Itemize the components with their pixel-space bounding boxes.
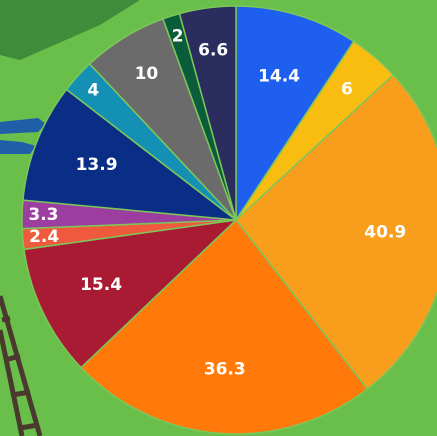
data-label: 6 bbox=[341, 80, 353, 100]
ladder-rung bbox=[20, 425, 38, 428]
chart: 14.4 6 40.9 36.3 15.4 2.43.3 13.9 4 10 2 6.6 bbox=[0, 0, 437, 436]
data-label: 40.9 bbox=[364, 222, 406, 242]
data-label: 2.4 bbox=[29, 227, 59, 247]
ladder-rung bbox=[12, 392, 30, 395]
ladder-rung bbox=[2, 318, 10, 320]
data-label: 6.6 bbox=[198, 40, 228, 60]
data-label: 2 bbox=[172, 26, 184, 46]
data-label: 14.4 bbox=[258, 67, 300, 87]
data-label: 3.3 bbox=[28, 205, 58, 225]
data-label: 36.3 bbox=[204, 359, 246, 379]
data-label: 13.9 bbox=[76, 155, 118, 175]
data-label: 10 bbox=[135, 64, 159, 84]
page: 14.4640.936.315.42.43.313.941026.6 (() =… bbox=[0, 0, 437, 436]
data-label: 4 bbox=[87, 81, 99, 101]
data-label: 15.4 bbox=[80, 275, 122, 295]
pie: 14.4 6 40.9 36.3 15.4 2.43.3 13.9 4 10 2 6.6 bbox=[22, 6, 437, 434]
